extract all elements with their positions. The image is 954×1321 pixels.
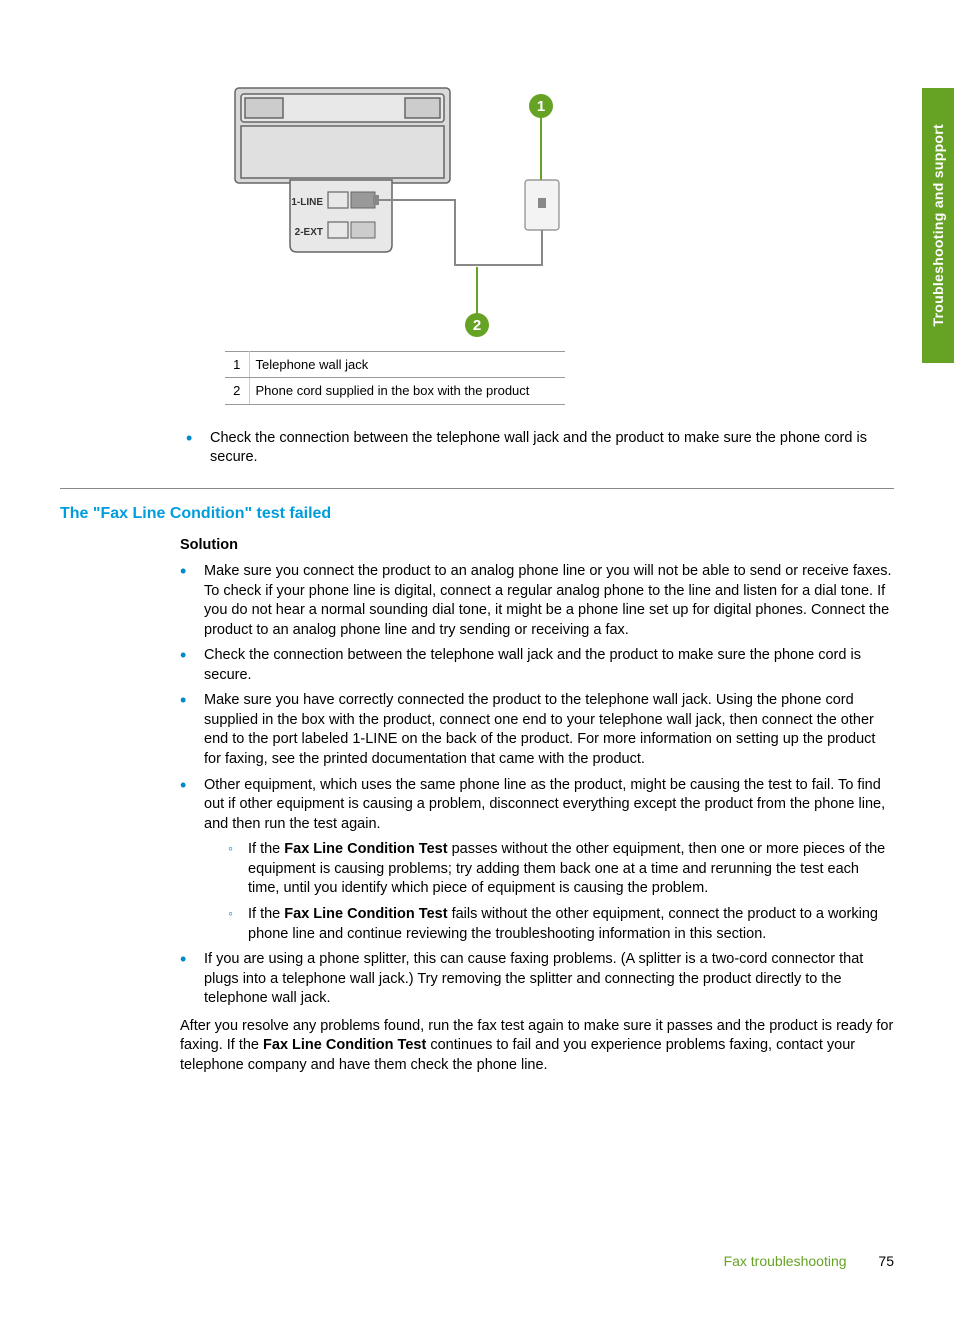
legend-row: 1 Telephone wall jack	[225, 351, 565, 378]
sub-bullet: If the Fax Line Condition Test passes wi…	[228, 840, 894, 899]
page-content: 1-LINE 2-EXT 1 2 1	[0, 0, 954, 1115]
side-tab-label: Troubleshooting and support	[929, 124, 948, 327]
connection-diagram: 1-LINE 2-EXT 1 2	[225, 80, 565, 340]
bullet-text: Other equipment, which uses the same pho…	[204, 777, 885, 832]
solution-bullet: Check the connection between the telepho…	[180, 646, 894, 685]
legend-num: 2	[225, 378, 249, 405]
callout-1-num: 1	[537, 98, 545, 115]
legend-text: Phone cord supplied in the box with the …	[249, 378, 565, 405]
page-footer: Fax troubleshooting 75	[60, 1252, 894, 1271]
footer-page-number: 75	[878, 1253, 894, 1269]
port-line-label: 1-LINE	[291, 197, 323, 208]
diagram-block: 1-LINE 2-EXT 1 2 1	[225, 80, 565, 405]
top-bullet: Check the connection between the telepho…	[186, 429, 894, 468]
top-bullet-block: Check the connection between the telepho…	[180, 429, 894, 468]
sub-bullet: If the Fax Line Condition Test fails wit…	[228, 905, 894, 944]
section-heading: The "Fax Line Condition" test failed	[60, 503, 894, 525]
legend-row: 2 Phone cord supplied in the box with th…	[225, 378, 565, 405]
side-tab: Troubleshooting and support	[922, 88, 954, 363]
bold-term: Fax Line Condition Test	[284, 906, 447, 922]
solution-block: Solution Make sure you connect the produ…	[180, 536, 894, 1075]
footer-section: Fax troubleshooting	[724, 1253, 847, 1269]
after-paragraph: After you resolve any problems found, ru…	[180, 1017, 894, 1076]
solution-bullet: Make sure you have correctly connected t…	[180, 691, 894, 769]
port-ext-label: 2-EXT	[295, 227, 323, 238]
divider	[60, 488, 894, 489]
bold-term: Fax Line Condition Test	[284, 841, 447, 857]
legend-text: Telephone wall jack	[249, 351, 565, 378]
solution-bullet: If you are using a phone splitter, this …	[180, 950, 894, 1009]
legend-num: 1	[225, 351, 249, 378]
solution-label: Solution	[180, 536, 894, 556]
solution-bullet: Other equipment, which uses the same pho…	[180, 776, 894, 945]
legend-table: 1 Telephone wall jack 2 Phone cord suppl…	[225, 351, 565, 405]
solution-bullet: Make sure you connect the product to an …	[180, 562, 894, 640]
callout-2-num: 2	[473, 317, 481, 334]
bold-term: Fax Line Condition Test	[263, 1037, 426, 1053]
